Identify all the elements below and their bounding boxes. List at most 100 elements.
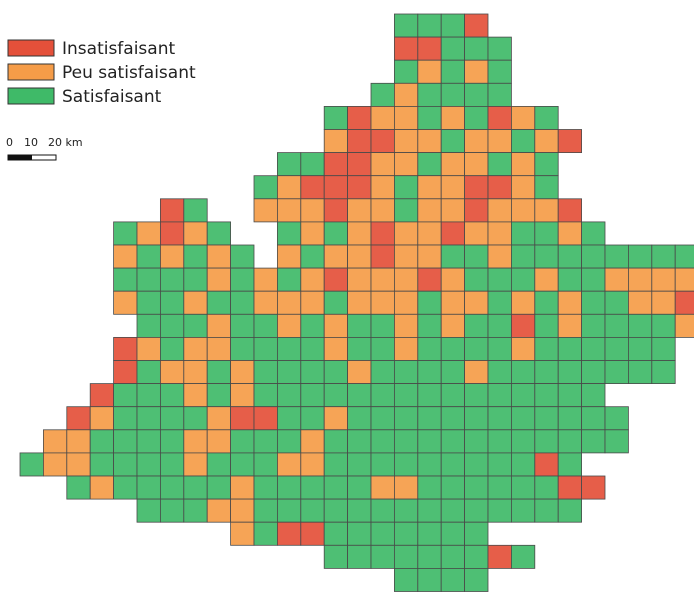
grid-cell <box>511 407 534 430</box>
grid-cell <box>488 153 511 176</box>
grid-cell <box>488 407 511 430</box>
grid-cell <box>488 476 511 499</box>
grid-cell <box>488 106 511 129</box>
grid-cell <box>488 314 511 337</box>
grid-cell <box>348 153 371 176</box>
grid-cell <box>324 106 347 129</box>
grid-cell <box>488 130 511 153</box>
grid-cell <box>371 83 394 106</box>
grid-cell <box>301 407 324 430</box>
grid-cell <box>582 407 605 430</box>
grid-cell <box>137 314 160 337</box>
grid-cell <box>535 222 558 245</box>
grid-cell <box>114 268 137 291</box>
grid-cell <box>301 291 324 314</box>
grid-cell <box>535 106 558 129</box>
grid-cell <box>441 476 464 499</box>
grid-cell <box>324 314 347 337</box>
grid-cell <box>137 453 160 476</box>
grid-cell <box>628 291 651 314</box>
grid-cell <box>441 153 464 176</box>
grid-cell <box>394 337 417 360</box>
grid-cell <box>558 337 581 360</box>
grid-cell <box>160 384 183 407</box>
grid-cell <box>511 106 534 129</box>
grid-cell <box>254 407 277 430</box>
grid-cell <box>324 384 347 407</box>
grid-cell <box>558 314 581 337</box>
grid-cell <box>558 291 581 314</box>
grid-cell <box>652 361 675 384</box>
scale-label: 0 <box>6 136 13 149</box>
grid-cell <box>277 522 300 545</box>
scale-bar: 0 10 20 km <box>6 136 83 160</box>
grid-cell <box>114 245 137 268</box>
grid-cell <box>371 476 394 499</box>
grid-cell <box>394 476 417 499</box>
grid-cell <box>675 314 694 337</box>
grid-cell <box>441 291 464 314</box>
grid-cell <box>535 499 558 522</box>
grid-cell <box>465 106 488 129</box>
grid-cell <box>301 245 324 268</box>
grid-cell <box>441 199 464 222</box>
grid-cell <box>184 499 207 522</box>
grid-cell <box>511 499 534 522</box>
grid-cell <box>394 37 417 60</box>
grid-cell <box>535 268 558 291</box>
grid-cell <box>394 176 417 199</box>
grid-cell <box>114 453 137 476</box>
grid-cell <box>371 430 394 453</box>
grid-cell <box>394 522 417 545</box>
grid-cell <box>324 453 347 476</box>
grid-cell <box>371 245 394 268</box>
grid-cell <box>488 291 511 314</box>
grid-cell <box>277 199 300 222</box>
grid-cell <box>488 430 511 453</box>
grid-cell <box>43 453 66 476</box>
grid-cell <box>301 176 324 199</box>
grid-cell <box>488 60 511 83</box>
grid-cell <box>418 14 441 37</box>
grid-cell <box>675 291 694 314</box>
grid-cell <box>137 222 160 245</box>
legend-swatch <box>8 64 54 80</box>
grid-cell <box>160 314 183 337</box>
grid-cell <box>465 568 488 591</box>
grid-cell <box>535 245 558 268</box>
grid-cell <box>558 453 581 476</box>
grid-cell <box>20 453 43 476</box>
grid-cell <box>441 60 464 83</box>
grid-cell <box>231 245 254 268</box>
grid-cell <box>184 337 207 360</box>
grid-cell <box>441 83 464 106</box>
grid-cell <box>277 499 300 522</box>
grid-cell <box>511 384 534 407</box>
grid-cell <box>418 222 441 245</box>
grid-cell <box>465 545 488 568</box>
grid-cell <box>254 199 277 222</box>
grid-cell <box>348 407 371 430</box>
grid-cell <box>324 268 347 291</box>
grid-cell <box>207 245 230 268</box>
grid-cell <box>418 245 441 268</box>
grid-cell <box>137 407 160 430</box>
grid-cell <box>324 153 347 176</box>
grid-cell <box>465 153 488 176</box>
legend-swatch <box>8 88 54 104</box>
grid-cell <box>441 245 464 268</box>
grid-cell <box>137 268 160 291</box>
grid-cell <box>231 337 254 360</box>
grid-cell <box>137 476 160 499</box>
grid-cell <box>652 245 675 268</box>
grid-cell <box>465 37 488 60</box>
grid-cell <box>511 314 534 337</box>
grid-cell <box>511 176 534 199</box>
grid-cell <box>511 222 534 245</box>
grid-cell <box>394 245 417 268</box>
grid-cell <box>207 384 230 407</box>
legend-label: Insatisfaisant <box>62 39 175 59</box>
grid-cell <box>511 153 534 176</box>
grid-cell <box>418 430 441 453</box>
grid-cell <box>324 245 347 268</box>
